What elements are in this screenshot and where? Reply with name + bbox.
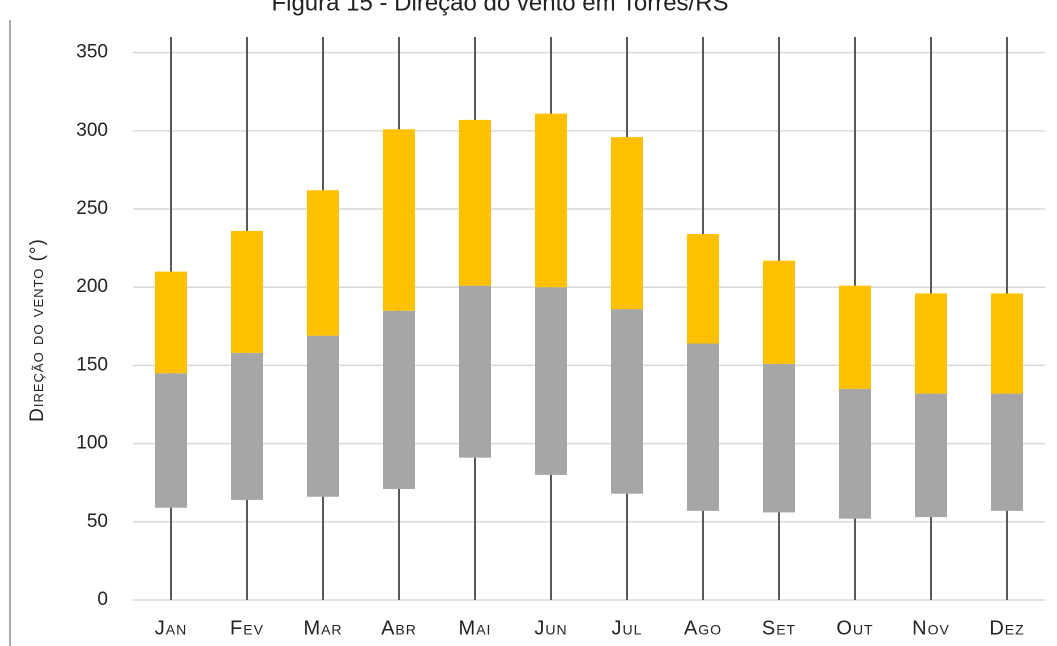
upper-box xyxy=(991,293,1023,394)
lower-box xyxy=(763,363,795,513)
lower-box xyxy=(307,335,339,497)
upper-box xyxy=(839,285,871,389)
y-tick-label: 200 xyxy=(76,276,108,297)
y-tick-label: 0 xyxy=(97,589,108,610)
y-tick-label: 50 xyxy=(87,511,108,532)
y-tick-label: 300 xyxy=(76,120,108,141)
x-tick-label: Set xyxy=(762,617,796,639)
lower-box xyxy=(687,343,719,511)
x-tick-label: Out xyxy=(836,617,873,639)
lower-box xyxy=(839,388,871,519)
x-tick-label: Jan xyxy=(155,617,187,639)
upper-box xyxy=(459,119,491,286)
y-tick-label: 350 xyxy=(76,42,108,63)
lower-box xyxy=(991,393,1023,511)
chart-title: Figura 15 - Direção do vento em Torres/R… xyxy=(271,0,728,16)
upper-box xyxy=(687,234,719,344)
upper-box xyxy=(231,230,263,353)
upper-box xyxy=(611,137,643,310)
lower-box xyxy=(155,373,187,508)
y-tick-label: 150 xyxy=(76,354,108,375)
lower-box xyxy=(383,310,415,489)
upper-box xyxy=(763,260,795,364)
x-tick-label: Mai xyxy=(459,617,492,639)
x-tick-label: Nov xyxy=(912,617,950,639)
y-axis-label: Direção do vento (°) xyxy=(27,238,48,422)
x-tick-label: Ago xyxy=(684,617,722,639)
upper-box xyxy=(307,190,339,336)
lower-box xyxy=(915,393,947,518)
x-tick-label: Abr xyxy=(381,617,417,639)
upper-box xyxy=(915,293,947,394)
lower-box xyxy=(611,309,643,494)
x-tick-label: Jul xyxy=(612,617,643,639)
y-tick-label: 250 xyxy=(76,198,108,219)
x-tick-label: Jun xyxy=(534,617,567,639)
upper-box xyxy=(535,113,567,288)
y-tick-label: 100 xyxy=(76,433,108,454)
upper-box xyxy=(383,129,415,311)
lower-box xyxy=(535,287,567,475)
x-tick-label: Fev xyxy=(230,617,264,639)
upper-box xyxy=(155,271,187,374)
lower-box xyxy=(459,285,491,458)
lower-box xyxy=(231,352,263,500)
x-tick-label: Mar xyxy=(303,617,342,639)
x-tick-label: Dez xyxy=(989,617,1024,639)
